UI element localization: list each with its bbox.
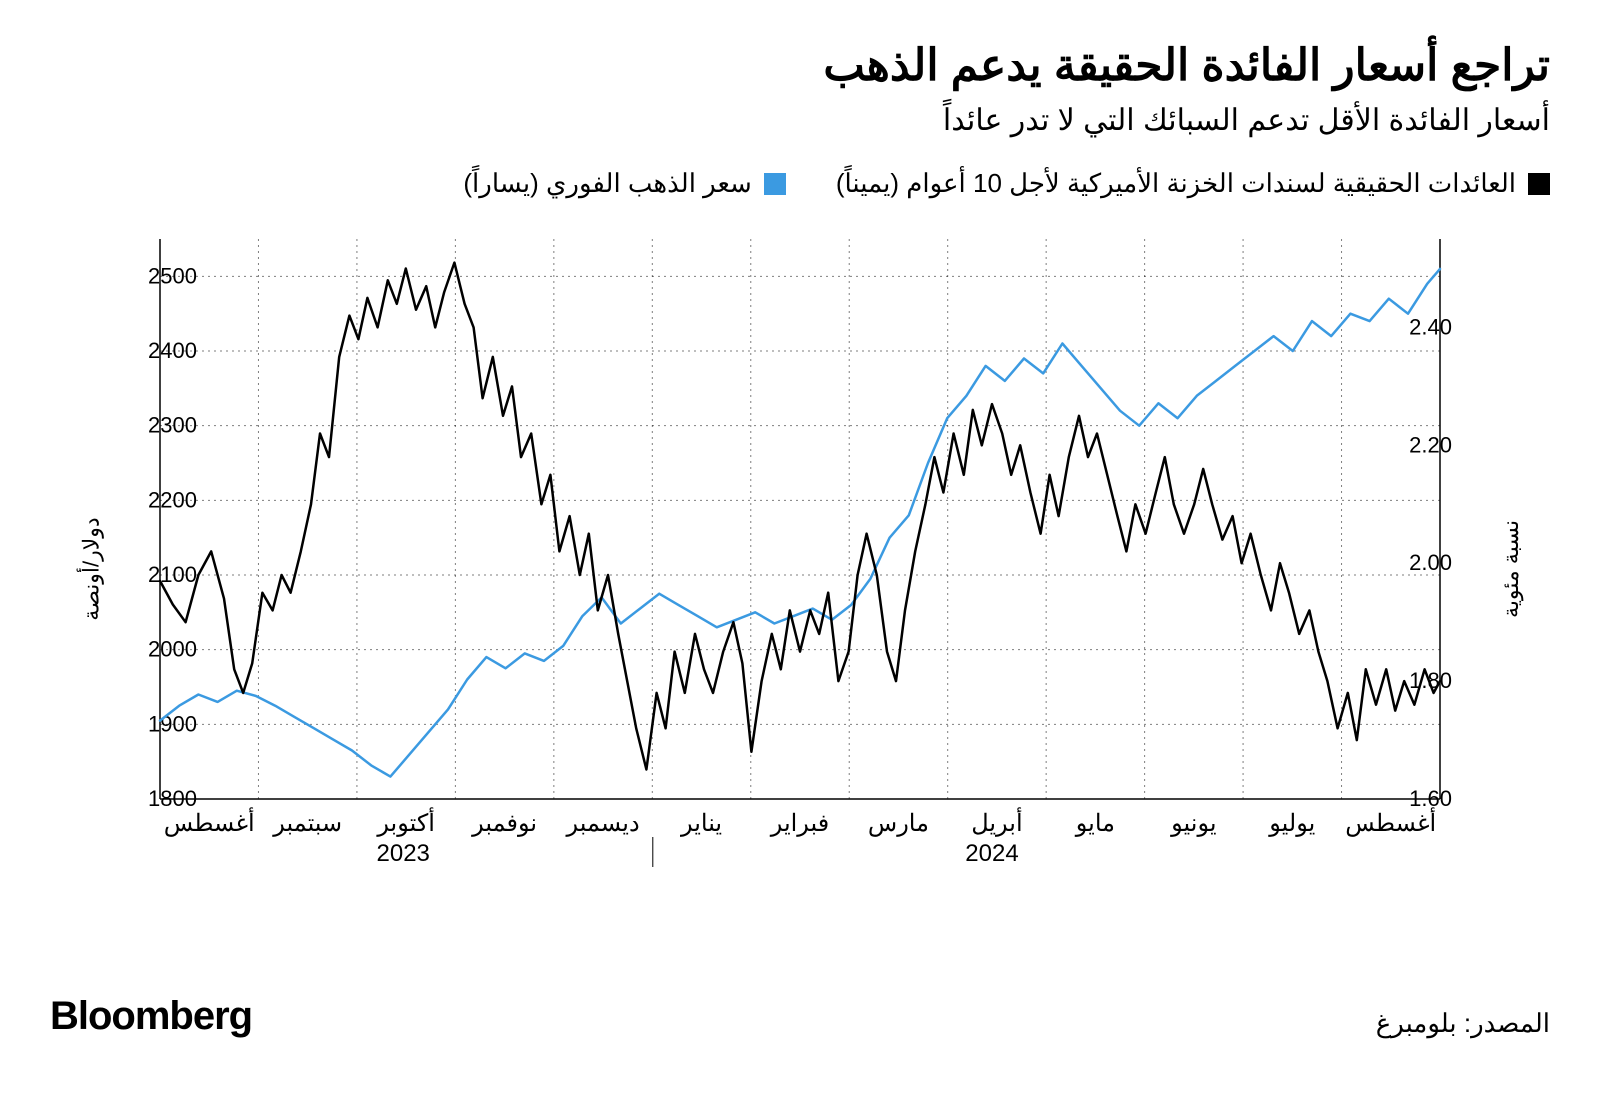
legend-item-series2: سعر الذهب الفوري (يساراً): [463, 168, 785, 199]
chart-title: تراجع أسعار الفائدة الحقيقة يدعم الذهب: [50, 40, 1550, 91]
svg-text:يناير: يناير: [680, 810, 722, 837]
footer: Bloomberg المصدر: بلومبرغ: [50, 994, 1550, 1039]
chart-subtitle: أسعار الفائدة الأقل تدعم السبائك التي لا…: [50, 103, 1550, 138]
legend-label-series1: العائدات الحقيقية لسندات الخزنة الأميركي…: [836, 168, 1516, 199]
svg-text:يونيو: يونيو: [1170, 810, 1216, 837]
chart-area: دولار/أونصة نسبة مئوية 18001900200021002…: [50, 229, 1550, 909]
svg-text:2500: 2500: [148, 263, 197, 288]
svg-text:2.20: 2.20: [1409, 432, 1452, 457]
svg-text:يوليو: يوليو: [1268, 810, 1315, 837]
svg-text:2000: 2000: [148, 637, 197, 662]
svg-text:1.80: 1.80: [1409, 668, 1452, 693]
legend-swatch-blue: [764, 173, 786, 195]
svg-text:2100: 2100: [148, 562, 197, 587]
svg-text:أغسطس: أغسطس: [164, 806, 255, 837]
legend-label-series2: سعر الذهب الفوري (يساراً): [463, 168, 751, 199]
svg-text:مارس: مارس: [868, 810, 929, 837]
right-axis-label: نسبة مئوية: [1498, 520, 1524, 618]
svg-text:مايو: مايو: [1075, 810, 1115, 837]
legend-item-series1: العائدات الحقيقية لسندات الخزنة الأميركي…: [836, 168, 1550, 199]
svg-text:2024: 2024: [965, 840, 1018, 867]
svg-text:فبراير: فبراير: [770, 810, 830, 837]
svg-text:2200: 2200: [148, 487, 197, 512]
left-axis-label: دولار/أونصة: [79, 517, 105, 620]
chart-svg: 180019002000210022002300240025001.601.80…: [50, 229, 1550, 909]
svg-text:2.40: 2.40: [1409, 314, 1452, 339]
svg-text:أبريل: أبريل: [971, 806, 1022, 837]
svg-text:ديسمبر: ديسمبر: [566, 810, 640, 837]
legend: العائدات الحقيقية لسندات الخزنة الأميركي…: [50, 168, 1550, 199]
source-text: المصدر: بلومبرغ: [1376, 1008, 1550, 1039]
legend-swatch-black: [1528, 173, 1550, 195]
svg-text:2300: 2300: [148, 413, 197, 438]
svg-text:2400: 2400: [148, 338, 197, 363]
svg-text:سبتمبر: سبتمبر: [272, 810, 342, 837]
svg-text:نوفمبر: نوفمبر: [471, 810, 537, 837]
svg-text:2023: 2023: [377, 840, 430, 867]
svg-text:1900: 1900: [148, 711, 197, 736]
svg-text:أغسطس: أغسطس: [1345, 806, 1436, 837]
svg-text:أكتوبر: أكتوبر: [376, 806, 435, 837]
svg-text:2.00: 2.00: [1409, 550, 1452, 575]
brand-logo: Bloomberg: [50, 994, 252, 1039]
